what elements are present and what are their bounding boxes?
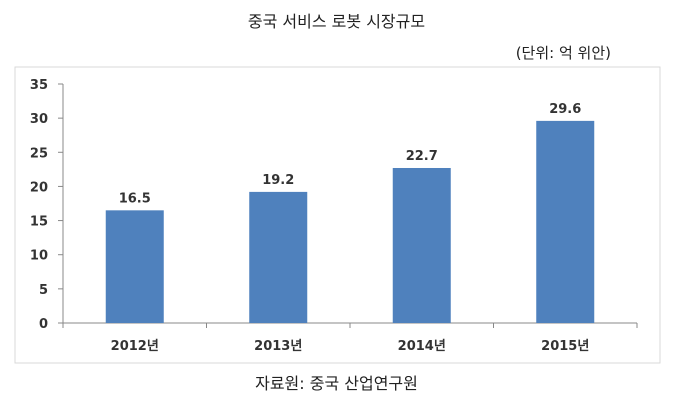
x-tick-label: 2015년 [541,339,589,354]
data-label: 16.5 [119,191,151,206]
bar-2 [249,191,308,323]
chart-frame [14,66,661,364]
x-tick-label: 2013년 [254,339,302,354]
data-label: 19.2 [262,173,294,188]
x-tick-label: 2014년 [398,339,446,354]
source-note: 자료원: 중국 산업연구원 [255,374,418,393]
chart-bars [105,120,595,323]
bar-3 [392,167,451,323]
chart-labels: 16.5 2012년 19.2 2013년 22.7 2014년 29.6 2015년 [111,102,590,354]
data-label: 29.6 [549,102,581,117]
y-tick-label: 30 [30,112,48,127]
y-tick-label: 25 [30,146,48,161]
y-tick-label: 0 [39,317,48,332]
y-tick-label: 10 [30,249,48,264]
y-tick-label: 35 [30,78,48,93]
chart-title: 중국 서비스 로봇 시장규모 [247,12,426,31]
y-tick-label: 5 [39,283,48,298]
data-label: 22.7 [406,149,438,164]
bar-4 [536,120,595,323]
y-tick-label: 15 [30,215,48,230]
bar-1 [105,210,164,323]
chart-axes: 0 5 10 15 20 25 30 35 [30,78,638,332]
y-tick-label: 20 [30,180,48,195]
unit-label: (단위: 억 위안) [515,44,611,62]
x-tick-label: 2012년 [111,339,159,354]
